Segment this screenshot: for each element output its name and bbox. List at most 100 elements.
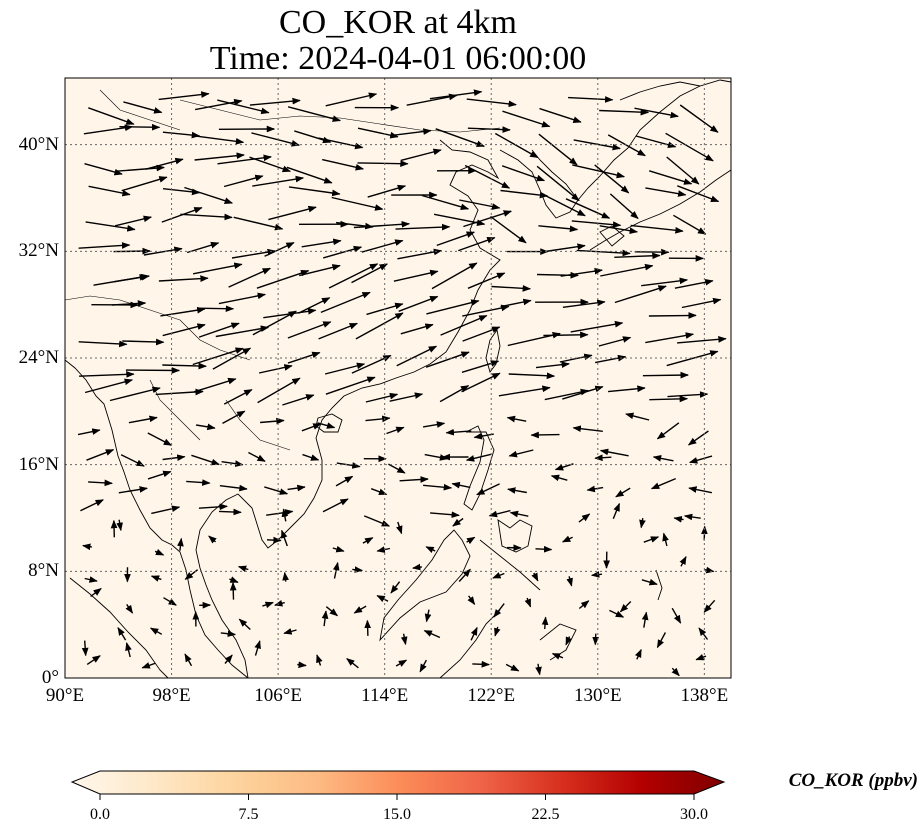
wind-arrow (195, 423, 216, 431)
wind-arrow (461, 372, 501, 393)
colorbar-tick-label: 7.5 (238, 806, 259, 823)
wind-arrow (538, 133, 578, 166)
wind-arrow (536, 165, 580, 202)
wind-arrow (634, 107, 679, 119)
wind-arrow (158, 91, 210, 101)
wind-arrow (197, 305, 235, 313)
wind-arrow (459, 199, 501, 210)
wind-arrow (531, 572, 539, 582)
wind-arrow (470, 626, 478, 641)
wind-arrow (465, 453, 492, 462)
wind-arrow (687, 430, 709, 446)
wind-arrow (698, 627, 709, 640)
wind-arrow (154, 548, 165, 556)
wind-arrow (125, 604, 134, 614)
wind-arrow (500, 298, 532, 308)
wind-arrow (217, 99, 270, 115)
wind-arrow (192, 347, 244, 366)
wind-arrow (88, 185, 131, 197)
wind-arrow (388, 463, 406, 474)
wind-arrow (683, 513, 701, 521)
wind-arrow (673, 515, 684, 523)
longitude-tick-label: 114°E (361, 685, 409, 706)
wind-arrow (506, 415, 527, 423)
wind-arrow (535, 361, 570, 369)
wind-arrow (128, 415, 158, 424)
wind-arrow (229, 576, 239, 583)
wind-arrow (116, 519, 123, 532)
wind-arrow (541, 193, 586, 217)
wind-arrow (332, 545, 345, 553)
wind-arrow (674, 278, 714, 289)
wind-arrow (648, 170, 693, 185)
wind-arrow (119, 123, 161, 131)
wind-arrow (568, 96, 614, 103)
wind-arrow (162, 188, 201, 196)
wind-arrow (352, 566, 364, 573)
wind-arrow (436, 231, 475, 247)
wind-arrow (256, 269, 310, 289)
wind-arrow (302, 453, 320, 461)
wind-arrow (625, 412, 650, 421)
wind-arrow (491, 284, 532, 292)
latitude-tick-label: 0° (41, 667, 59, 688)
wind-arrow (439, 384, 470, 403)
wind-arrow (274, 600, 285, 607)
wind-arrow (162, 323, 206, 337)
wind-arrow (703, 599, 716, 613)
wind-arrow (283, 628, 297, 635)
wind-arrow (281, 508, 289, 522)
wind-arrow (325, 92, 378, 107)
wind-arrow (599, 225, 639, 235)
wind-arrow (90, 587, 102, 598)
wind-arrow (301, 423, 322, 432)
wind-arrow (425, 546, 436, 554)
wind-arrow (184, 186, 233, 204)
wind-arrow (117, 626, 127, 641)
wind-arrow (543, 331, 589, 339)
wind-arrow (220, 630, 237, 638)
wind-arrow (286, 166, 333, 184)
wind-arrow (614, 252, 661, 260)
wind-arrow (607, 134, 646, 157)
wind-arrow (649, 395, 689, 403)
wind-arrow (249, 156, 291, 173)
wind-arrow (425, 351, 470, 368)
wind-arrow (473, 432, 494, 440)
wind-arrow (600, 263, 654, 277)
wind-arrow (353, 220, 411, 229)
wind-arrow (332, 561, 340, 579)
wind-arrow (538, 225, 579, 233)
wind-arrow (361, 239, 404, 253)
wind-arrow (365, 392, 399, 403)
wind-arrow (198, 503, 228, 511)
wind-arrow (346, 658, 359, 669)
wind-arrow (162, 454, 186, 461)
wind-arrow (565, 636, 573, 646)
wind-arrow (215, 325, 270, 338)
wind-arrow (467, 595, 476, 605)
wind-arrow (251, 132, 301, 147)
wind-arrow (287, 484, 306, 492)
wind-arrow (688, 486, 713, 494)
wind-arrow (393, 269, 439, 282)
longitude-tick-label: 138°E (680, 685, 729, 706)
wind-arrow (122, 338, 165, 346)
wind-arrow (671, 667, 680, 677)
wind-arrow (492, 572, 505, 579)
wind-arrow (412, 563, 422, 571)
colorbar-tick-marks (99, 794, 695, 800)
wind-arrow (85, 221, 136, 232)
wind-arrow (249, 97, 301, 106)
wind-arrow (505, 663, 520, 672)
wind-arrow (321, 610, 329, 627)
wind-arrow (260, 417, 285, 425)
wind-arrow (162, 362, 207, 370)
wind-arrow (652, 455, 674, 462)
wind-arrow (266, 536, 282, 544)
wind-arrow (318, 322, 358, 340)
wind-arrow (609, 193, 639, 220)
map-panel (64, 77, 732, 679)
wind-arrow (395, 659, 408, 667)
wind-arrow (619, 601, 632, 613)
